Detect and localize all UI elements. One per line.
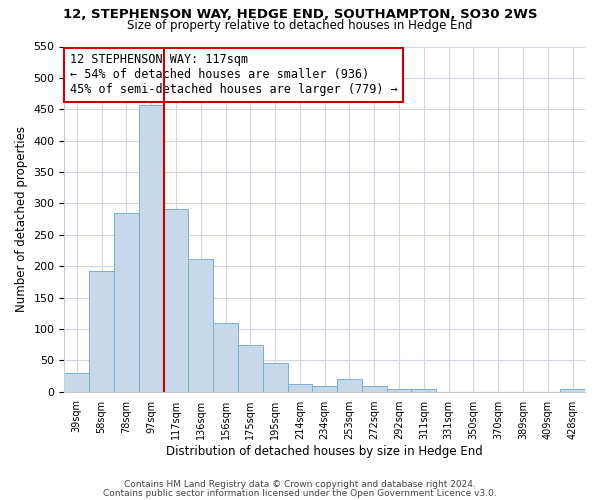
Bar — [188, 258, 213, 392]
X-axis label: Distribution of detached houses by size in Hedge End: Distribution of detached houses by size … — [166, 444, 483, 458]
Bar — [386, 388, 412, 392]
Bar — [337, 378, 362, 392]
Bar — [64, 373, 89, 392]
Bar — [139, 105, 164, 392]
Text: 12, STEPHENSON WAY, HEDGE END, SOUTHAMPTON, SO30 2WS: 12, STEPHENSON WAY, HEDGE END, SOUTHAMPT… — [63, 8, 537, 20]
Bar — [213, 322, 238, 392]
Text: 12 STEPHENSON WAY: 117sqm
← 54% of detached houses are smaller (936)
45% of semi: 12 STEPHENSON WAY: 117sqm ← 54% of detac… — [70, 54, 397, 96]
Text: Contains public sector information licensed under the Open Government Licence v3: Contains public sector information licen… — [103, 488, 497, 498]
Bar — [238, 346, 263, 392]
Text: Size of property relative to detached houses in Hedge End: Size of property relative to detached ho… — [127, 19, 473, 32]
Bar — [313, 386, 337, 392]
Y-axis label: Number of detached properties: Number of detached properties — [15, 126, 28, 312]
Bar — [560, 390, 585, 392]
Bar — [114, 213, 139, 392]
Bar — [164, 209, 188, 392]
Bar — [412, 388, 436, 392]
Bar — [263, 363, 287, 392]
Bar — [362, 386, 386, 392]
Bar — [287, 384, 313, 392]
Text: Contains HM Land Registry data © Crown copyright and database right 2024.: Contains HM Land Registry data © Crown c… — [124, 480, 476, 489]
Bar — [89, 272, 114, 392]
